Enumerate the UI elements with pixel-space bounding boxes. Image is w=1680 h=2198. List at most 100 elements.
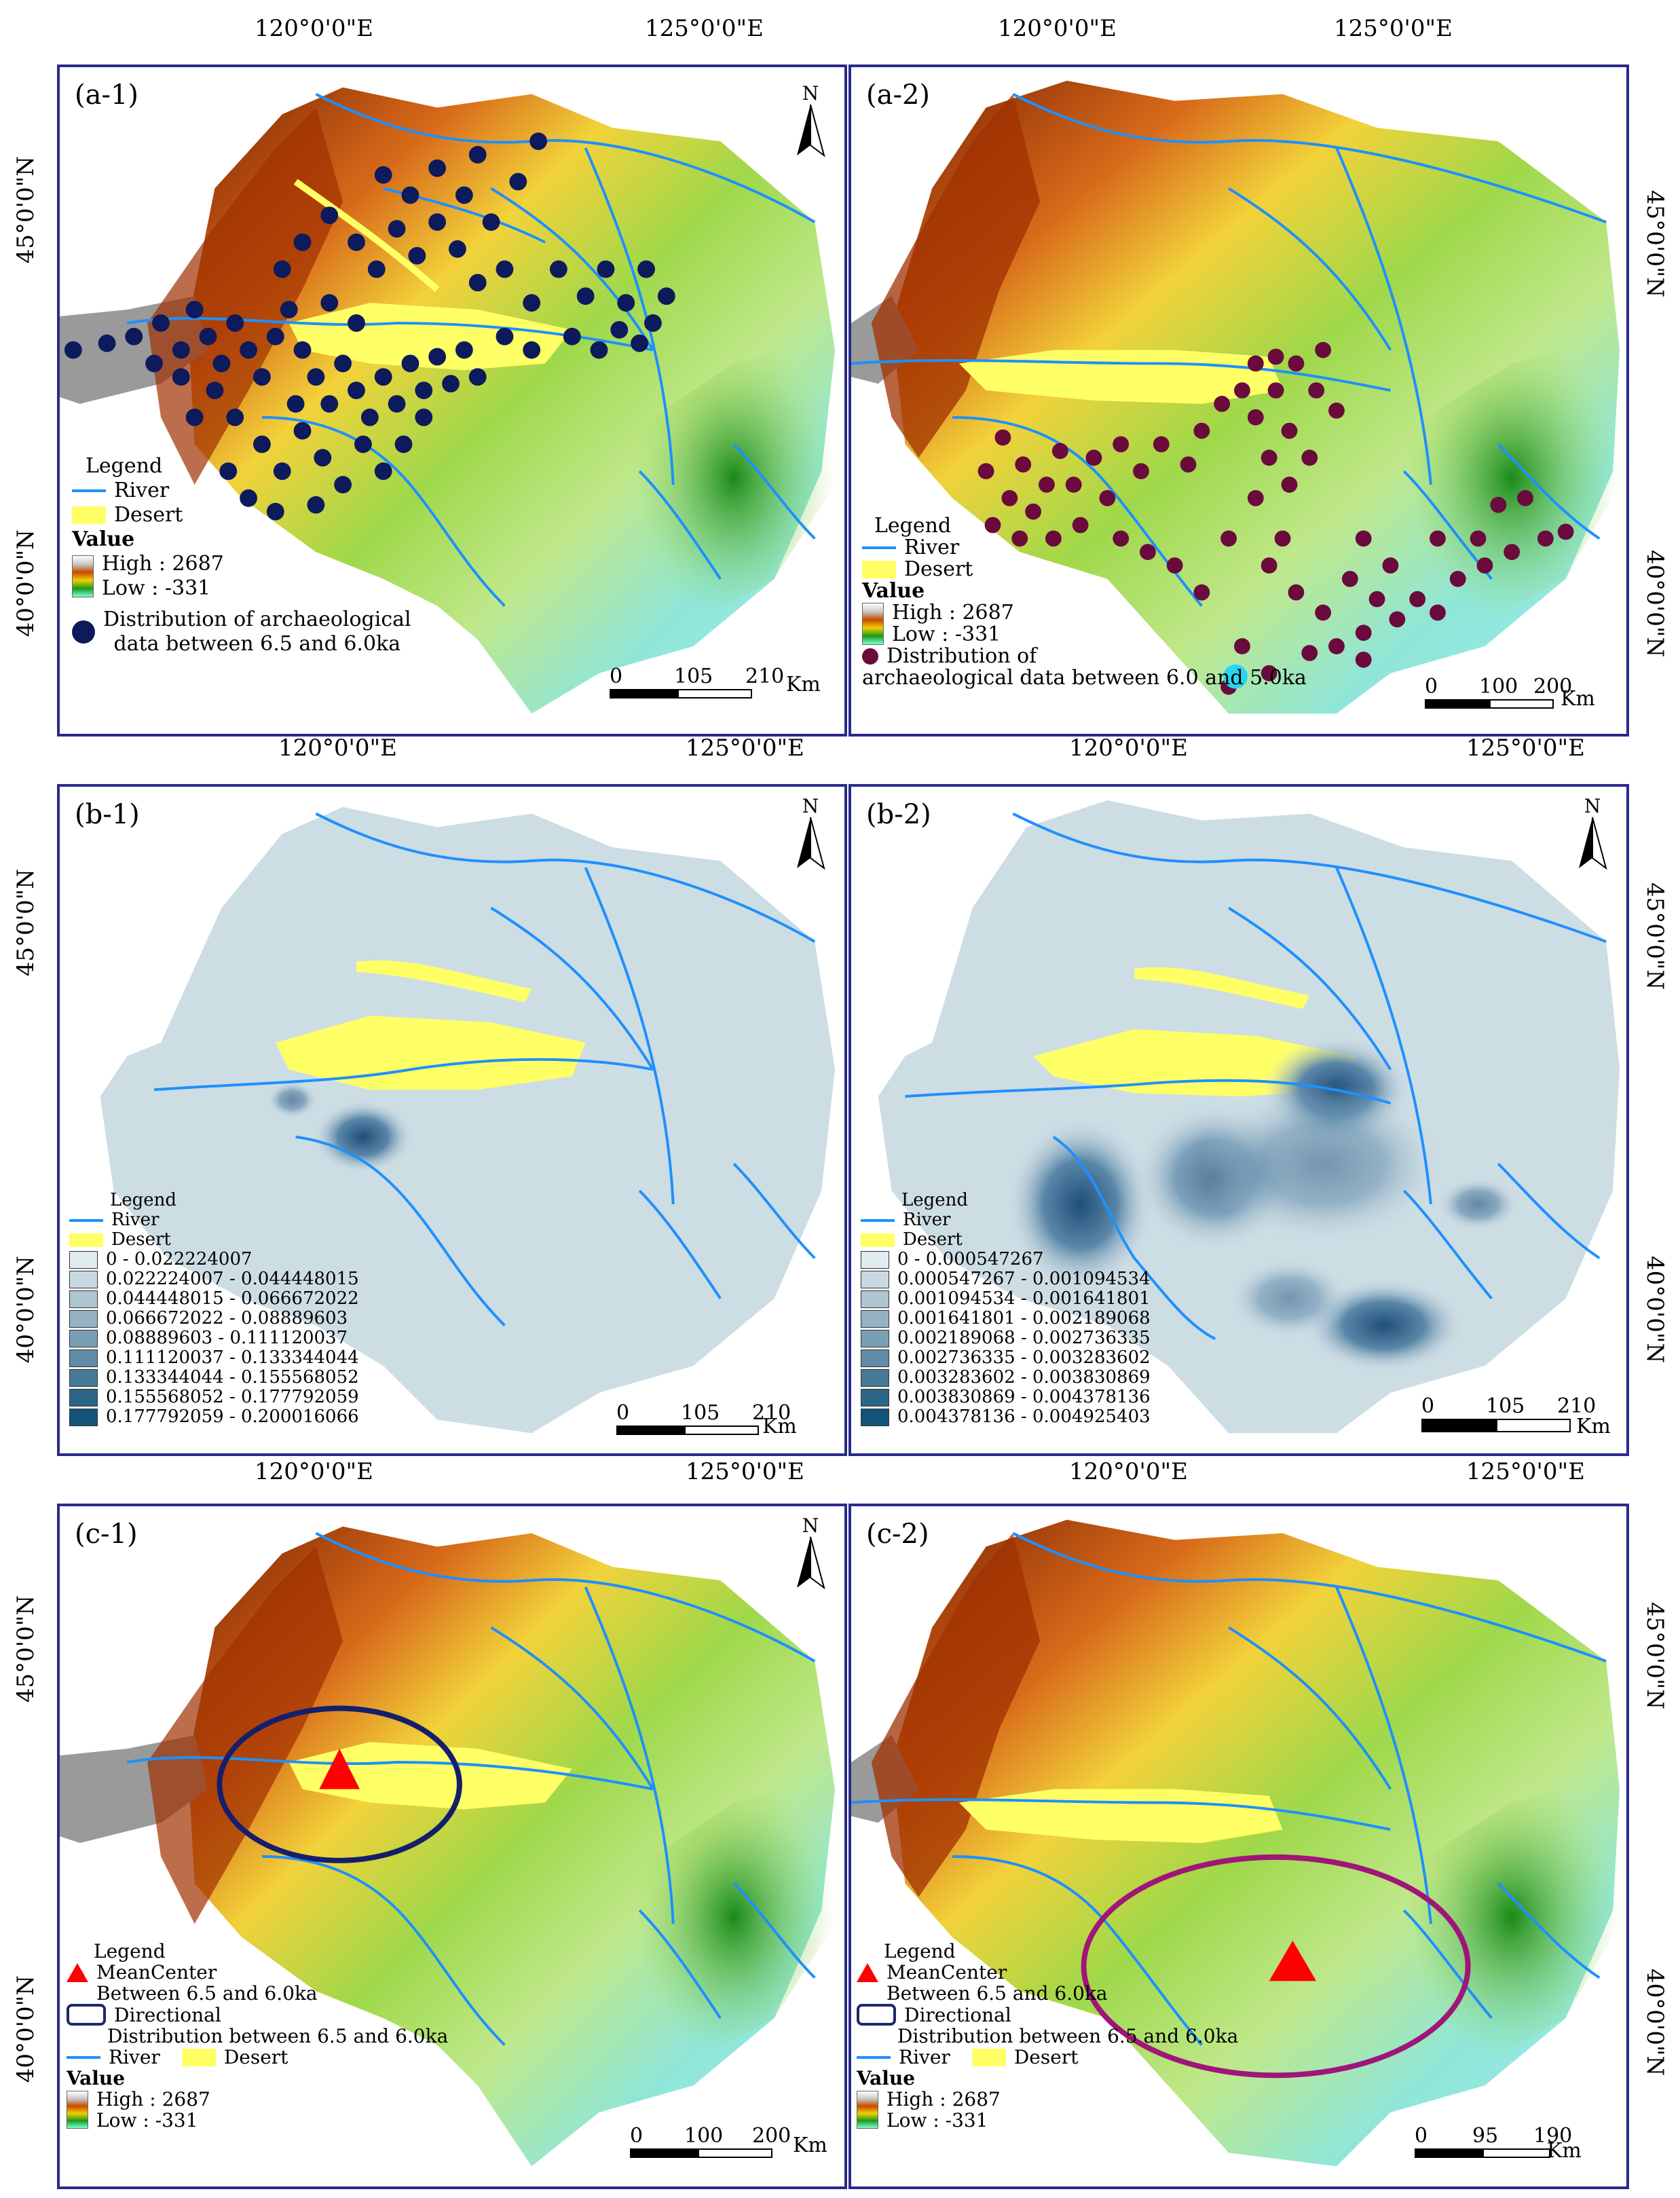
density-class-row: 0.002189068 - 0.002736335 (861, 1328, 1151, 1348)
rivers (153, 812, 816, 1326)
lon-125-label: 125°0'0"E (686, 1458, 804, 1485)
density-class-swatch (861, 1368, 889, 1387)
scale-bar: 0 100 200 Km (630, 2124, 827, 2158)
panel-label: (a-1) (75, 79, 139, 111)
svg-text:N: N (802, 82, 819, 105)
legend-river: River (109, 2046, 160, 2068)
mean-center-swatch (67, 1962, 88, 1982)
lat-40-label: 40°0'0"N (12, 1256, 39, 1364)
lon-125-label: 125°0'0"E (1334, 15, 1453, 42)
density-class-row: 0.002736335 - 0.003283602 (861, 1348, 1151, 1368)
north-arrow-icon: N (1579, 795, 1607, 870)
mean-center-label: MeanCenter (96, 1961, 217, 1983)
density-class-row: 0.111120037 - 0.133344044 (69, 1348, 359, 1368)
lat-45-label: 45°0'0"N (1641, 190, 1668, 298)
density-class-label: 0.001641801 - 0.002189068 (897, 1308, 1151, 1328)
elevation-ramp (72, 555, 94, 597)
density-class-row: 0.08889603 - 0.111120037 (69, 1328, 359, 1348)
lat-45-label: 45°0'0"N (12, 869, 39, 977)
archaeological-points (64, 132, 675, 521)
panel-c1: (c-1) N Legend MeanCenter Between 6.5 an… (57, 1504, 847, 2189)
legend-desert: Desert (114, 503, 183, 527)
density-class-swatch (861, 1388, 889, 1407)
legend: Legend River Desert Value High : 2687 Low… (862, 515, 1307, 689)
legend: Legend River Desert Value High : 2687 Low… (72, 454, 411, 656)
density-class-swatch (861, 1250, 889, 1269)
high-value: High : 2687 (102, 552, 224, 576)
north-arrow-icon: N (797, 82, 825, 157)
desert-swatch (862, 561, 896, 578)
legend: Legend MeanCenter Between 6.5 and 6.0ka … (67, 1941, 448, 2131)
density-class-label: 0.003283602 - 0.003830869 (897, 1367, 1151, 1387)
density-class-label: 0.133344044 - 0.155568052 (106, 1367, 359, 1387)
rivers (851, 1531, 1607, 2046)
lat-45-label: 45°0'0"N (12, 156, 39, 264)
points-label: archaeological data between 6.0 and 5.0k… (862, 666, 1307, 690)
density-class-swatch (69, 1290, 98, 1308)
density-class-swatch (69, 1368, 98, 1387)
density-class-swatch (861, 1270, 889, 1288)
density-class-label: 0.022224007 - 0.044448015 (106, 1269, 359, 1289)
scale-bar: 0 105 210 Km (616, 1401, 797, 1438)
directional-ellipse (217, 1705, 462, 1863)
elevation-ramp (857, 2091, 878, 2129)
density-class-row: 0.004378136 - 0.004925403 (861, 1407, 1151, 1427)
desert-swatch (971, 2048, 1006, 2066)
dem-map (60, 87, 836, 714)
archaeological-points (977, 341, 1574, 695)
elevation-ramp (67, 2091, 88, 2129)
kde-map (878, 800, 1620, 1434)
low-value: Low : -331 (102, 576, 211, 600)
panel-b1: (b-1) N Legend River Desert 0 - 0.022224… (57, 784, 847, 1456)
value-title: Value (72, 527, 135, 551)
panel-label: (c-2) (866, 1519, 929, 1550)
density-class-label: 0.044448015 - 0.066672022 (106, 1288, 359, 1309)
legend-title: Legend (901, 1190, 969, 1210)
river-swatch (72, 489, 106, 492)
directional-label: Distribution between 6.5 and 6.0ka (897, 2025, 1239, 2047)
lon-125-label: 125°0'0"E (686, 734, 804, 762)
legend-desert: Desert (1013, 2046, 1079, 2068)
density-class-swatch (69, 1250, 98, 1269)
legend-desert: Desert (904, 557, 973, 581)
desert-swatch (72, 506, 106, 524)
point-swatch (862, 648, 878, 665)
legend-desert: Desert (223, 2046, 288, 2068)
desert-swatch (181, 2048, 216, 2066)
density-class-label: 0 - 0.000547267 (897, 1249, 1044, 1269)
panel-a2: (a-2) Legend River Desert Value High : 2… (848, 64, 1629, 737)
lon-120-label: 120°0'0"E (1069, 1458, 1188, 1485)
lon-125-label: 125°0'0"E (1466, 1458, 1585, 1485)
lat-40-label: 40°0'0"N (1641, 1969, 1668, 2076)
lat-40-label: 40°0'0"N (12, 529, 39, 637)
legend-river: River (904, 536, 960, 559)
density-class-row: 0 - 0.022224007 (69, 1250, 359, 1269)
density-class-row: 0.155568052 - 0.177792059 (69, 1387, 359, 1407)
north-arrow-icon: N (797, 1514, 825, 1590)
density-class-row: 0.133344044 - 0.155568052 (69, 1368, 359, 1387)
panel-label: (a-2) (866, 79, 931, 111)
mean-center-swatch (857, 1962, 878, 1982)
legend-title: Legend (110, 1190, 177, 1210)
density-class-label: 0.066672022 - 0.08889603 (106, 1308, 348, 1328)
lat-45-label: 45°0'0"N (1641, 882, 1668, 990)
low-value: Low : -331 (892, 622, 1001, 646)
lat-40-label: 40°0'0"N (12, 1975, 39, 2083)
mean-center-label: Between 6.5 and 6.0ka (96, 1982, 318, 2005)
directional-label: Directional (114, 2003, 221, 2026)
desert-area (288, 1742, 572, 1810)
rivers (905, 812, 1607, 1341)
legend-title: Legend (94, 1940, 166, 1962)
density-class-label: 0.08889603 - 0.111120037 (106, 1328, 348, 1348)
mean-center-label: Between 6.5 and 6.0ka (886, 1982, 1108, 2005)
points-label: data between 6.5 and 6.0ka (113, 632, 401, 656)
scale-bar: 0 105 210 Km (1421, 1394, 1611, 1438)
density-class-label: 0.002189068 - 0.002736335 (897, 1328, 1151, 1348)
legend-title: Legend (874, 514, 952, 538)
value-title: Value (67, 2067, 126, 2089)
lon-125-label: 125°0'0"E (645, 15, 764, 42)
elevation-ramp (862, 603, 884, 645)
density-class-swatch (69, 1408, 98, 1426)
lat-40-label: 40°0'0"N (1641, 550, 1668, 658)
density-class-swatch (861, 1349, 889, 1367)
